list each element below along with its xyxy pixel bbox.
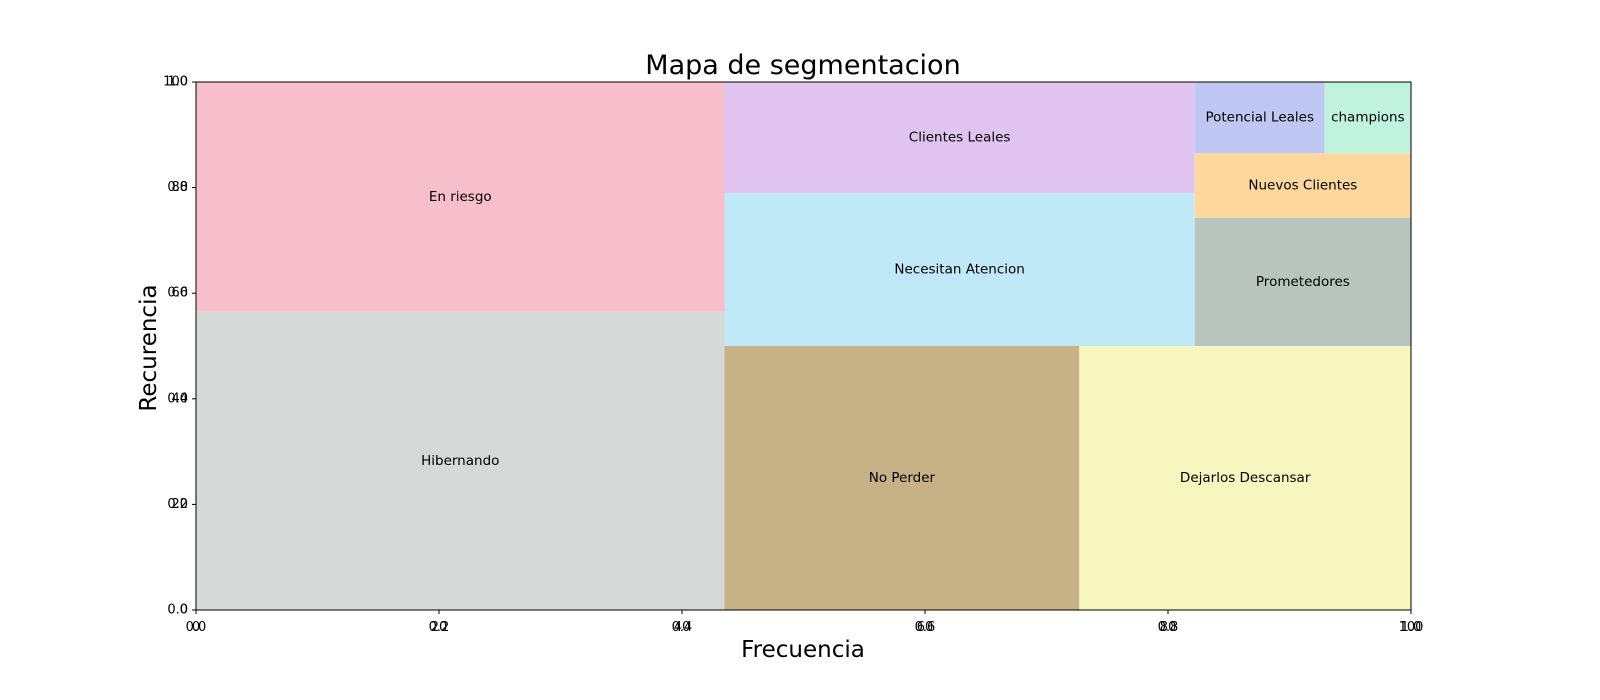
- segment-dejarlos-descansar: [1079, 346, 1411, 610]
- x-tick-label-primary: 0.4: [672, 620, 693, 635]
- segment-potencial-leales: [1194, 82, 1325, 154]
- y-tick-label-secondary: 60: [171, 286, 188, 301]
- y-tick-label-primary: 1.0: [167, 75, 188, 90]
- x-tick-label-primary: 0.0: [186, 620, 207, 635]
- segment-label-en-riesgo: En riesgo: [429, 189, 492, 205]
- x-tick-label-secondary: 80: [1160, 620, 1177, 635]
- x-tick-label-primary: 0.8: [1158, 620, 1179, 635]
- segment-nuevos-clientes: [1194, 153, 1411, 218]
- segment-label-clientes-leales: Clientes Leales: [909, 129, 1011, 145]
- segment-hibernando: [196, 311, 725, 610]
- x-tick-label-primary: 0.2: [429, 620, 450, 635]
- segment-label-potencial-leales: Potencial Leales: [1205, 110, 1314, 126]
- y-tick-label-secondary: 100: [163, 75, 188, 90]
- y-tick-label-secondary: 0: [180, 603, 188, 618]
- x-tick-label-secondary: 0: [192, 620, 200, 635]
- segment-label-nuevos-clientes: Nuevos Clientes: [1248, 177, 1357, 193]
- y-tick-label-primary: 0.0: [167, 603, 188, 618]
- segment-en-riesgo: [196, 82, 725, 312]
- segment-prometedores: [1194, 217, 1411, 346]
- y-tick-label-primary: 0.6: [167, 286, 188, 301]
- y-tick-label-secondary: 40: [171, 391, 188, 406]
- y-tick-label-secondary: 80: [171, 180, 188, 195]
- x-tick-label-secondary: 40: [674, 620, 691, 635]
- segment-champions: [1324, 82, 1411, 154]
- x-tick-label-primary: 1.0: [1401, 620, 1422, 635]
- segment-label-dejarlos-descansar: Dejarlos Descansar: [1180, 470, 1311, 486]
- segment-label-necesitan-atencion: Necesitan Atencion: [894, 261, 1024, 277]
- segment-label-prometedores: Prometedores: [1256, 274, 1350, 290]
- chart-title: Mapa de segmentacion: [645, 50, 960, 81]
- segments-group: Hibernando En riesgo No Perder Dejarlos Des…: [196, 82, 1411, 610]
- x-tick-label-secondary: 60: [917, 620, 934, 635]
- x-axis-title: Frecuencia: [741, 637, 865, 663]
- y-tick-label-primary: 0.8: [167, 180, 188, 195]
- y-tick-label-primary: 0.4: [167, 391, 188, 406]
- y-tick-label-secondary: 20: [171, 497, 188, 512]
- segment-necesitan-atencion: [724, 192, 1195, 346]
- plot-frame: [195, 81, 1412, 611]
- x-tick-label-secondary: 100: [1399, 620, 1424, 635]
- segment-no-perder: [724, 346, 1080, 610]
- y-tick-label-primary: 0.2: [167, 497, 188, 512]
- x-tick-label-secondary: 20: [431, 620, 448, 635]
- segment-label-hibernando: Hibernando: [421, 453, 499, 469]
- x-tick-label-primary: 0.6: [915, 620, 936, 635]
- segment-label-champions: champions: [1331, 110, 1405, 126]
- segment-clientes-leales: [724, 82, 1195, 193]
- y-axis-title: Recurencia: [136, 284, 162, 411]
- segment-label-no-perder: No Perder: [869, 470, 936, 486]
